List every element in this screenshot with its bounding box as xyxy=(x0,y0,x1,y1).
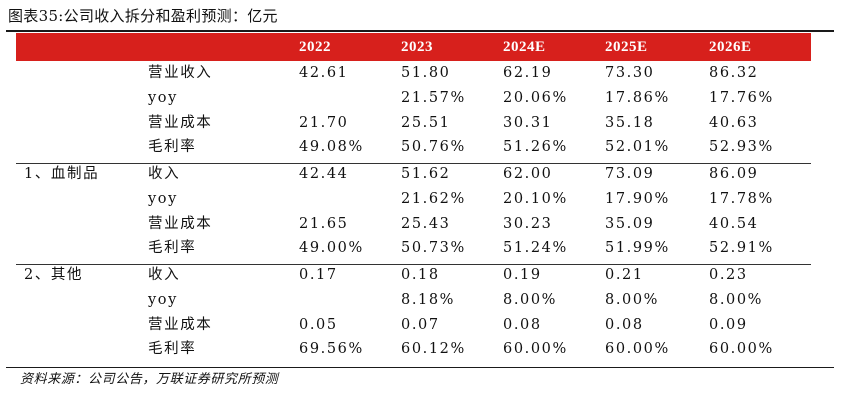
segment-label: 2、其他 xyxy=(24,267,84,283)
value-cell: 52.93% xyxy=(709,139,774,156)
value-cell: 51.80 xyxy=(401,65,451,81)
metric-label: 毛利率 xyxy=(148,341,197,358)
value-cell: 73.09 xyxy=(605,166,655,182)
value-cell: 0.08 xyxy=(605,316,644,333)
title-divider xyxy=(6,30,834,32)
value-cell: 0.08 xyxy=(503,316,542,333)
value-cell: 8.00% xyxy=(605,291,660,308)
table-row: 毛利率 69.56% 60.12% 60.00% 60.00% 60.00% xyxy=(0,337,843,361)
metric-label: 毛利率 xyxy=(148,240,197,257)
value-cell: 62.19 xyxy=(503,65,553,81)
value-cell: 35.18 xyxy=(605,114,655,131)
value-cell: 52.01% xyxy=(605,139,670,156)
value-cell: 25.51 xyxy=(401,114,451,131)
value-cell: 30.31 xyxy=(503,114,553,131)
table-row: 毛利率 49.08% 50.76% 51.26% 52.01% 52.93% xyxy=(0,135,843,159)
value-cell: 21.62% xyxy=(401,190,466,207)
value-cell: 0.19 xyxy=(503,267,542,283)
bottom-divider xyxy=(6,367,834,368)
value-cell: 51.26% xyxy=(503,139,568,156)
value-cell: 8.18% xyxy=(401,291,456,308)
value-cell: 40.63 xyxy=(709,114,759,131)
year-header-2023: 2023 xyxy=(401,39,433,55)
value-cell: 0.21 xyxy=(605,267,644,283)
year-header-2022: 2022 xyxy=(299,39,331,55)
source-note: 资料来源：公司公告，万联证券研究所预测 xyxy=(20,372,279,387)
value-cell: 49.00% xyxy=(299,240,364,257)
value-cell: 35.09 xyxy=(605,215,655,232)
metric-label: 营业成本 xyxy=(148,114,213,131)
value-cell: 30.23 xyxy=(503,215,553,232)
value-cell: 0.17 xyxy=(299,267,338,283)
metric-label: 毛利率 xyxy=(148,139,197,156)
year-header-2025e: 2025E xyxy=(605,39,648,55)
value-cell: 8.00% xyxy=(709,291,764,308)
value-cell: 51.62 xyxy=(401,166,451,182)
metric-label: 营业收入 xyxy=(148,65,213,81)
table-row: yoy 21.57% 20.06% 17.86% 17.76% xyxy=(0,86,843,110)
value-cell: 60.00% xyxy=(709,341,774,358)
metric-label: yoy xyxy=(148,291,178,308)
value-cell: 51.24% xyxy=(503,240,568,257)
value-cell: 86.32 xyxy=(709,65,759,81)
value-cell: 0.23 xyxy=(709,267,748,283)
value-cell: 17.90% xyxy=(605,190,670,207)
group-divider xyxy=(16,264,811,265)
value-cell: 60.00% xyxy=(503,341,568,358)
metric-label: 营业成本 xyxy=(148,316,213,333)
value-cell: 17.86% xyxy=(605,89,670,106)
value-cell: 17.76% xyxy=(709,89,774,106)
value-cell: 50.76% xyxy=(401,139,466,156)
metric-label: yoy xyxy=(148,190,178,207)
value-cell: 21.57% xyxy=(401,89,466,106)
table-row: yoy 8.18% 8.00% 8.00% 8.00% xyxy=(0,288,843,312)
value-cell: 86.09 xyxy=(709,166,759,182)
group-divider xyxy=(16,163,811,164)
figure-title: 图表35:公司收入拆分和盈利预测：亿元 xyxy=(8,7,278,25)
value-cell: 49.08% xyxy=(299,139,364,156)
value-cell: 51.99% xyxy=(605,240,670,257)
value-cell: 69.56% xyxy=(299,341,364,358)
value-cell: 21.65 xyxy=(299,215,349,232)
value-cell: 60.00% xyxy=(605,341,670,358)
value-cell: 42.44 xyxy=(299,166,349,182)
value-cell: 0.09 xyxy=(709,316,748,333)
segment-label: 1、血制品 xyxy=(24,166,100,182)
value-cell: 42.61 xyxy=(299,65,349,81)
value-cell: 20.10% xyxy=(503,190,568,207)
table-row: 营业成本 0.05 0.07 0.08 0.08 0.09 xyxy=(0,313,843,337)
value-cell: 0.07 xyxy=(401,316,440,333)
value-cell: 62.00 xyxy=(503,166,553,182)
year-header-2024e: 2024E xyxy=(503,39,546,55)
year-header-2026e: 2026E xyxy=(709,39,752,55)
value-cell: 0.18 xyxy=(401,267,440,283)
metric-label: 营业成本 xyxy=(148,215,213,232)
table-row: yoy 21.62% 20.10% 17.90% 17.78% xyxy=(0,187,843,211)
year-header-band xyxy=(16,33,811,61)
value-cell: 17.78% xyxy=(709,190,774,207)
table-row: 1、血制品 收入 42.44 51.62 62.00 73.09 86.09 xyxy=(0,162,843,186)
value-cell: 20.06% xyxy=(503,89,568,106)
value-cell: 25.43 xyxy=(401,215,451,232)
metric-label: 收入 xyxy=(148,166,181,182)
value-cell: 40.54 xyxy=(709,215,759,232)
table-row: 营业成本 21.65 25.43 30.23 35.09 40.54 xyxy=(0,212,843,236)
table-row: 毛利率 49.00% 50.73% 51.24% 51.99% 52.91% xyxy=(0,236,843,260)
value-cell: 50.73% xyxy=(401,240,466,257)
table-row: 营业收入 42.61 51.80 62.19 73.30 86.32 xyxy=(0,61,843,85)
value-cell: 21.70 xyxy=(299,114,349,131)
table-row: 营业成本 21.70 25.51 30.31 35.18 40.63 xyxy=(0,111,843,135)
metric-label: yoy xyxy=(148,89,178,106)
metric-label: 收入 xyxy=(148,267,181,283)
table-row: 2、其他 收入 0.17 0.18 0.19 0.21 0.23 xyxy=(0,263,843,287)
value-cell: 0.05 xyxy=(299,316,338,333)
value-cell: 52.91% xyxy=(709,240,774,257)
value-cell: 60.12% xyxy=(401,341,466,358)
value-cell: 8.00% xyxy=(503,291,558,308)
value-cell: 73.30 xyxy=(605,65,655,81)
